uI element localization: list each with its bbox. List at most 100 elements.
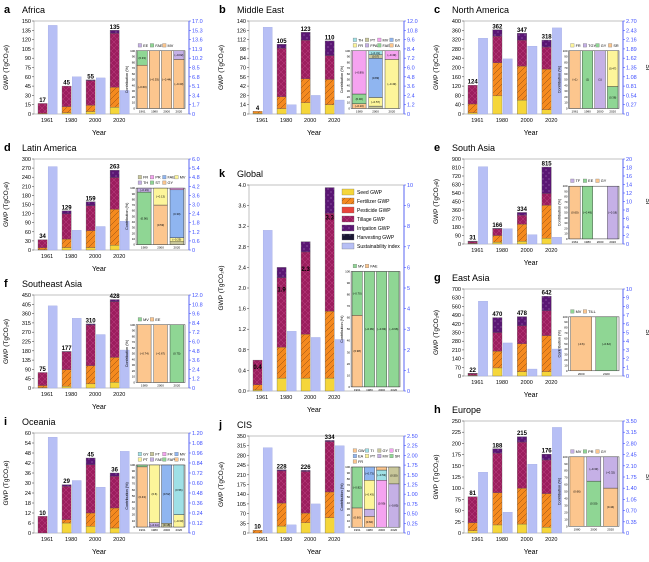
inset-y-label: Contribution (%) — [558, 198, 562, 226]
y2-tick-label: 4 — [407, 307, 410, 313]
y-tick-label: 270 — [22, 330, 31, 336]
inset-legend-label: FR — [358, 460, 363, 464]
inset-x-tick-label: 2000 — [372, 109, 379, 113]
x-tick-label: 1980 — [65, 392, 77, 398]
inset-y-tick-label: 0 — [566, 106, 568, 110]
bar-irrigation — [277, 44, 286, 48]
y2-tick-label: 2.45 — [626, 453, 637, 459]
y2-tick-label: 1.08 — [192, 441, 203, 447]
y-tick-label: 140 — [452, 357, 461, 363]
y2-tick-label: 9.6 — [192, 312, 200, 318]
bar-seed — [493, 525, 502, 533]
y2-tick-label: 0.84 — [192, 461, 203, 467]
bar-fertilizer — [62, 370, 71, 387]
inset-y-label: Contribution (%) — [340, 315, 344, 343]
inset-y-tick-label: 40 — [564, 83, 568, 87]
inset-legend-swatch — [596, 44, 600, 48]
y2-tick-label: 1.35 — [626, 66, 637, 72]
y-tick-label: 42 — [240, 84, 246, 90]
y2-tick-label: 3.4 — [192, 93, 200, 99]
inset-legend-swatch — [175, 452, 179, 456]
y-tick-label: 245 — [237, 463, 246, 469]
inset-bar-label: (~0.43) — [174, 82, 183, 86]
y2-tick-label: 10 — [626, 200, 632, 206]
bar-si — [335, 340, 344, 392]
inset-bar-label: (~0.73) — [365, 472, 374, 476]
y2-tick-label: 4.8 — [407, 75, 415, 81]
inset-bar-label: (~0.82) — [353, 485, 362, 489]
bar-tillage — [325, 56, 334, 80]
bar-total-label: 166 — [492, 223, 503, 229]
bar-fertilizer — [253, 385, 262, 390]
inset-y-tick-label: 80 — [564, 469, 568, 473]
inset-bar-label: (~0.67) — [156, 352, 165, 356]
inset-y-tick-label: 80 — [132, 475, 136, 479]
y-tick-label: 2.4 — [238, 265, 246, 271]
inset-x-tick-label: 2020 — [603, 372, 610, 376]
x-axis-label: Year — [524, 130, 539, 137]
inset-legend-swatch — [583, 179, 587, 183]
y-tick-label: 36 — [25, 471, 31, 477]
bar-total-label: 135 — [110, 25, 121, 31]
bar-tillage — [62, 214, 71, 239]
inset-bar-label: (0.60) — [571, 211, 578, 215]
panel-letter: h — [434, 404, 441, 416]
y2-tick-label: 4.8 — [192, 175, 200, 181]
bar-total-label: 478 — [517, 311, 528, 317]
inset-y-tick-label: 100 — [130, 186, 135, 190]
y2-tick-label: 0.60 — [192, 481, 203, 487]
y-tick-label: 300 — [22, 157, 31, 163]
y2-tick-label: 1.08 — [626, 75, 637, 81]
inset-bar-label: (~0.74) — [140, 352, 149, 356]
bar-tillage — [301, 471, 310, 513]
x-tick-label: 2020 — [545, 118, 557, 124]
inset-y-tick-label: 80 — [564, 326, 568, 330]
bar-total-label: 263 — [110, 165, 121, 171]
y-tick-label: 6 — [28, 521, 31, 527]
inset-legend-label: MV — [576, 450, 582, 454]
bar-irrigation — [493, 318, 502, 333]
y-tick-label: 630 — [452, 296, 461, 302]
inset-legend-label: TH — [358, 38, 363, 42]
y2-tick-label: 2.80 — [626, 441, 637, 447]
bar-si — [48, 306, 57, 388]
inset-y-label: Contribution (%) — [558, 477, 562, 505]
bar-total-label: 81 — [469, 491, 476, 497]
bar-seed — [517, 100, 526, 114]
inset-x-tick-label: 1980 — [366, 388, 373, 392]
bar-irrigation — [277, 267, 286, 277]
bar-total-label: 226 — [301, 465, 312, 471]
y-tick-label: 315 — [22, 321, 31, 327]
x-tick-label: 2020 — [113, 118, 125, 124]
panel-letter: f — [4, 278, 8, 290]
y-tick-label: 280 — [452, 339, 461, 345]
bar-total-label: 45 — [87, 453, 94, 459]
bar-tillage — [62, 486, 71, 519]
bar-total-label: 188 — [492, 443, 503, 449]
inset-y-tick-label: 30 — [564, 221, 568, 225]
y2-tick-label: 2 — [626, 357, 629, 363]
y2-tick-label: 4.2 — [192, 184, 200, 190]
inset-legend-label: MV — [143, 318, 149, 322]
y-tick-label: 60 — [25, 75, 31, 81]
y2-tick-label: 3.6 — [192, 193, 200, 199]
inset-y-tick-label: 10 — [132, 101, 136, 105]
inset-x-tick-label: 1980 — [584, 109, 591, 113]
bar-fertilizer — [517, 344, 526, 372]
bar-total-label: 22 — [469, 368, 476, 374]
bar-tillage — [86, 465, 95, 513]
x-tick-label: 1980 — [496, 118, 508, 124]
x-tick-label: 1961 — [256, 537, 268, 543]
inset-bar-segment — [377, 467, 387, 470]
y-tick-label: 490 — [452, 313, 461, 319]
inset-y-tick-label: 80 — [132, 197, 136, 201]
inset-y-label: Contribution (%) — [340, 65, 344, 93]
inset-y-tick-label: 100 — [130, 49, 135, 53]
y2-tick-label: 13.6 — [192, 38, 203, 44]
inset-legend-swatch — [571, 44, 575, 48]
inset-bar-label: (~0.60) — [138, 85, 147, 89]
y2-tick-label: 3.50 — [626, 419, 637, 425]
inset-x-tick-label: 2000 — [163, 528, 170, 532]
inset-x-tick-label: 1961 — [139, 109, 146, 113]
inset-legend-swatch — [571, 310, 575, 314]
